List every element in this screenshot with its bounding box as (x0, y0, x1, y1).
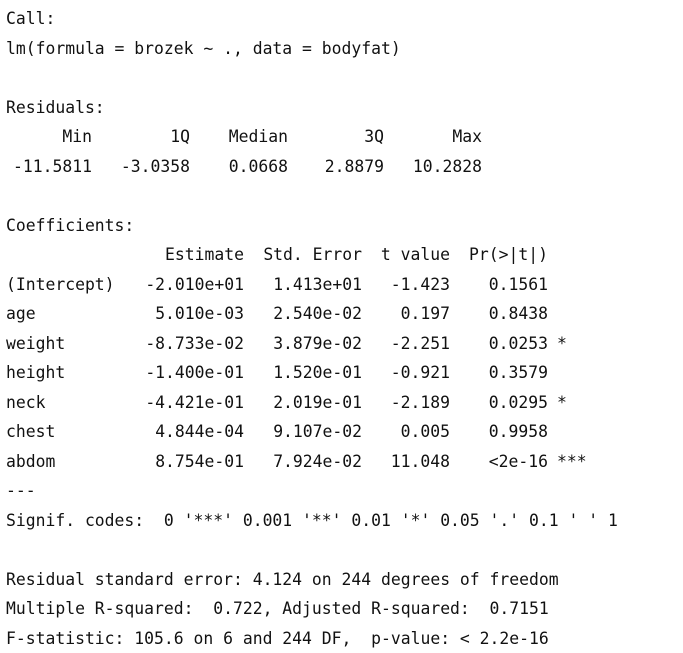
blank-line (6, 535, 618, 565)
coef-estimate: -4.421e-01 (136, 388, 244, 418)
residuals-value-min: -11.5811 (6, 152, 92, 182)
coef-t-value: -1.423 (362, 270, 450, 300)
coefficients-label: Coefficients: (6, 211, 618, 241)
coef-std-error: 1.520e-01 (244, 358, 362, 388)
coef-name: neck (6, 388, 136, 418)
coef-estimate: 8.754e-01 (136, 447, 244, 477)
coef-estimate: 5.010e-03 (136, 299, 244, 329)
coef-std-error: 7.924e-02 (244, 447, 362, 477)
coef-header-name (6, 240, 136, 270)
coef-name: height (6, 358, 136, 388)
coef-name: weight (6, 329, 136, 359)
coef-header-signif (548, 240, 597, 270)
coef-name: chest (6, 417, 136, 447)
coef-estimate: -2.010e+01 (136, 270, 244, 300)
coef-t-value: 0.197 (362, 299, 450, 329)
call-formula: lm(formula = brozek ~ ., data = bodyfat) (6, 34, 618, 64)
coef-p-value: 0.3579 (450, 358, 548, 388)
coef-std-error: 2.019e-01 (244, 388, 362, 418)
residuals-header-median: Median (190, 122, 288, 152)
coef-signif (548, 299, 597, 329)
coef-estimate: -8.733e-02 (136, 329, 244, 359)
coef-std-error: 2.540e-02 (244, 299, 362, 329)
coef-p-value: 0.0295 (450, 388, 548, 418)
r-squared-line: Multiple R-squared: 0.722, Adjusted R-sq… (6, 594, 618, 624)
coef-signif (548, 270, 597, 300)
residuals-value-row: -11.5811 -3.0358 0.0668 2.8879 10.2828 (6, 152, 618, 182)
residual-standard-error: Residual standard error: 4.124 on 244 de… (6, 565, 618, 595)
coef-signif (548, 358, 597, 388)
separator-line: --- (6, 476, 618, 506)
coef-estimate: 4.844e-04 (136, 417, 244, 447)
blank-line (6, 63, 618, 93)
coef-t-value: -2.251 (362, 329, 450, 359)
coef-std-error: 3.879e-02 (244, 329, 362, 359)
residuals-header-q1: 1Q (92, 122, 190, 152)
residuals-value-median: 0.0668 (190, 152, 288, 182)
residuals-header-q3: 3Q (288, 122, 384, 152)
coef-header-std-error: Std. Error (244, 240, 362, 270)
coef-header-t-value: t value (362, 240, 450, 270)
coef-signif: * (548, 388, 597, 418)
coef-t-value: 11.048 (362, 447, 450, 477)
coef-signif: * (548, 329, 597, 359)
blank-line (6, 181, 618, 211)
coef-header-estimate: Estimate (136, 240, 244, 270)
residuals-label: Residuals: (6, 93, 618, 123)
coef-t-value: -0.921 (362, 358, 450, 388)
coef-t-value: -2.189 (362, 388, 450, 418)
coef-p-value: 0.0253 (450, 329, 548, 359)
coefficients-header-row: Estimate Std. Error t value Pr(>|t|) (6, 240, 618, 270)
residuals-value-max: 10.2828 (384, 152, 482, 182)
residuals-header-max: Max (384, 122, 482, 152)
residuals-header-min: Min (6, 122, 92, 152)
coef-p-value: 0.1561 (450, 270, 548, 300)
coef-std-error: 9.107e-02 (244, 417, 362, 447)
residuals-value-q1: -3.0358 (92, 152, 190, 182)
coef-name: age (6, 299, 136, 329)
r-console-output: Call: lm(formula = brozek ~ ., data = bo… (6, 4, 618, 653)
coef-estimate: -1.400e-01 (136, 358, 244, 388)
coef-std-error: 1.413e+01 (244, 270, 362, 300)
coef-signif: *** (548, 447, 597, 477)
residuals-header-row: Min 1Q Median 3Q Max (6, 122, 618, 152)
coef-t-value: 0.005 (362, 417, 450, 447)
signif-codes: Signif. codes: 0 '***' 0.001 '**' 0.01 '… (6, 506, 618, 536)
coef-p-value: <2e-16 (450, 447, 548, 477)
coef-p-value: 0.9958 (450, 417, 548, 447)
coef-p-value: 0.8438 (450, 299, 548, 329)
coef-signif (548, 417, 597, 447)
call-label: Call: (6, 4, 618, 34)
residuals-value-q3: 2.8879 (288, 152, 384, 182)
coef-name: abdom (6, 447, 136, 477)
coef-header-p-value: Pr(>|t|) (450, 240, 548, 270)
f-statistic-line: F-statistic: 105.6 on 6 and 244 DF, p-va… (6, 624, 618, 653)
coef-name: (Intercept) (6, 270, 136, 300)
